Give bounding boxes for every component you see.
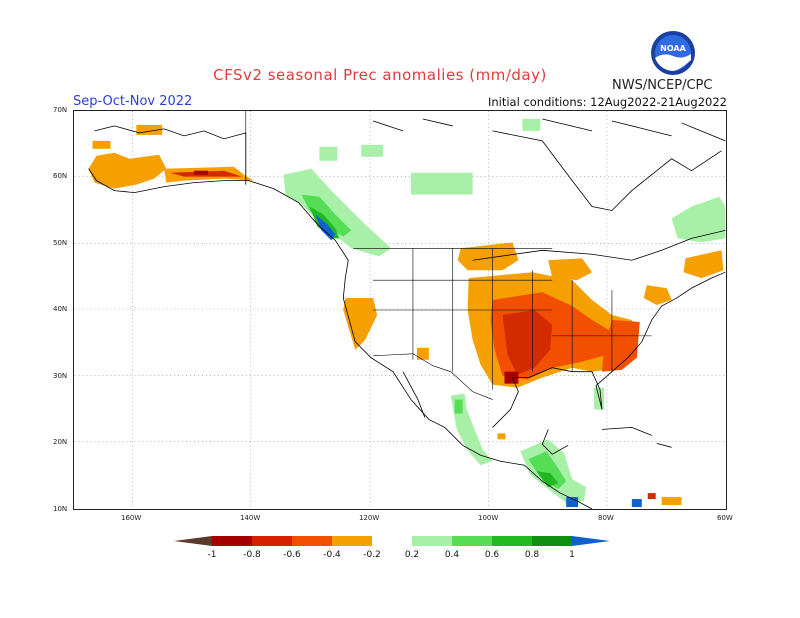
legend-label: 0.6 [485,550,500,560]
wet-anomaly-areas [283,118,726,508]
lat-label-70n: 70N [53,106,68,114]
legend-arrow-min [174,536,212,546]
legend-swatch [372,536,412,546]
legend-label: 1 [569,550,575,560]
legend-swatch [412,536,452,546]
lat-label-30n: 30N [53,372,68,380]
legend-swatch [212,536,252,546]
legend-swatch [252,536,292,546]
legend-label: -0.8 [243,550,261,560]
noaa-logo: NOAA [651,31,695,75]
legend-label: -0.6 [283,550,301,560]
legend-swatch [292,536,332,546]
lon-label-80w: 80W [598,514,614,522]
legend-label: 0.4 [445,550,460,560]
initial-conditions-label: Initial conditions: 12Aug2022-21Aug2022 [487,95,727,109]
dry-anomaly-areas [88,124,724,506]
agency-label: NWS/NCEP/CPC [612,78,713,93]
map-title: CFSv2 seasonal Prec anomalies (mm/day) [213,66,547,84]
legend-label: -0.2 [363,550,381,560]
lat-label-10n: 10N [53,505,68,513]
lon-label-140w: 140W [240,514,261,522]
legend-swatch [332,536,372,546]
lat-label-40n: 40N [53,305,68,313]
anomaly-map [73,110,727,510]
legend-label: 0.2 [405,550,419,560]
legend-swatch [492,536,532,546]
lon-label-120w: 120W [359,514,380,522]
legend-arrow-max [572,536,610,546]
coastlines [88,118,726,509]
lon-label-100w: 100W [478,514,499,522]
legend-swatch [452,536,492,546]
color-legend: -1 -0.8 -0.6 -0.4 -0.2 0.2 0.4 0.6 0.8 1 [174,536,610,560]
svg-text:NOAA: NOAA [660,44,686,53]
season-label: Sep-Oct-Nov 2022 [73,94,193,109]
legend-swatch [532,536,572,546]
lat-label-20n: 20N [53,438,68,446]
lat-label-60n: 60N [53,172,68,180]
legend-label: -0.4 [323,550,341,560]
lon-label-60w: 60W [717,514,733,522]
lon-label-160w: 160W [121,514,142,522]
lat-label-50n: 50N [53,239,68,247]
legend-label: -1 [208,550,217,560]
legend-label: 0.8 [525,550,540,560]
political-borders [245,111,652,400]
